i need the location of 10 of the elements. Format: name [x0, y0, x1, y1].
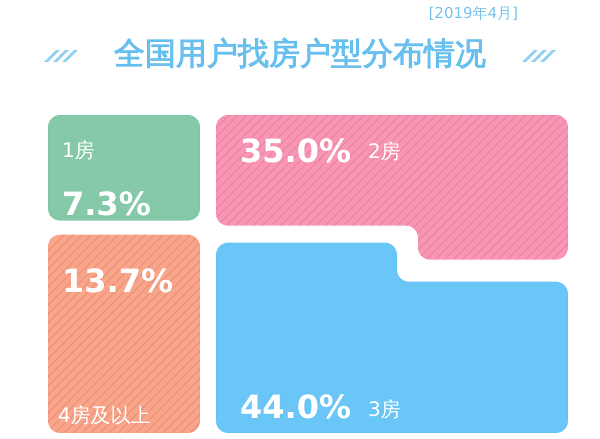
text: 全国用户找房户型分布情况 [112, 35, 487, 74]
data-label: 44.0% [240, 388, 352, 426]
data-label: 35.0% [240, 132, 352, 170]
category-label: 2房 [368, 139, 401, 163]
data-label: 13.7% [62, 262, 174, 300]
category-label: 1房 [62, 138, 95, 162]
category-label: 3房 [368, 397, 401, 421]
data-label: 7.3% [62, 185, 151, 223]
text: [2019年4月] [428, 4, 518, 23]
category-label: 4房及以上 [58, 403, 151, 427]
